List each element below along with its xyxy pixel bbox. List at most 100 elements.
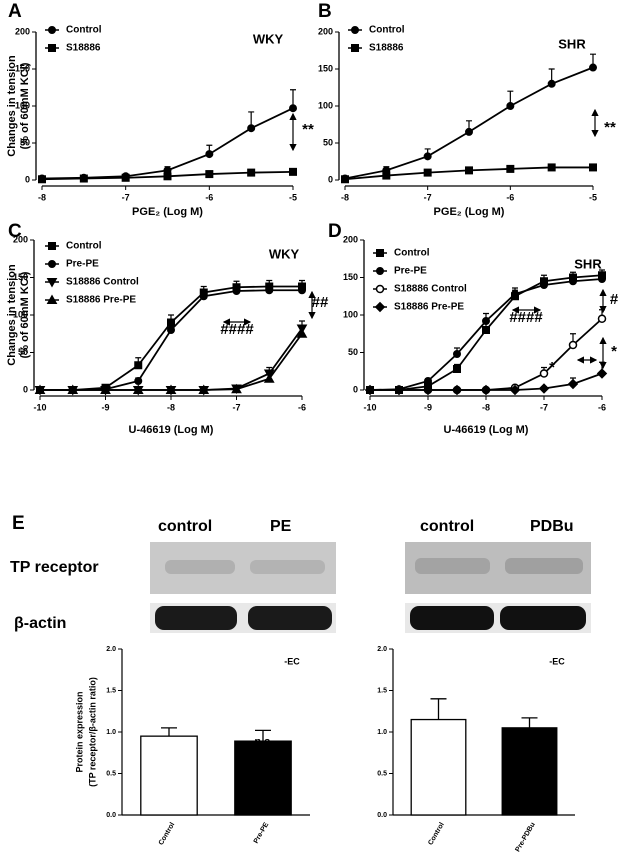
marker xyxy=(423,152,432,161)
x-tick-label: -6 xyxy=(598,402,606,412)
marker xyxy=(506,102,515,110)
blot-band xyxy=(248,606,332,630)
x-axis-label: U-46619 (Log M) xyxy=(444,424,529,436)
x-axis-label: PGE₂ (Log M) xyxy=(434,206,505,218)
y-tick-label: 1.0 xyxy=(377,729,387,736)
panel-label: D xyxy=(328,221,342,242)
marker xyxy=(547,79,556,88)
marker xyxy=(382,171,391,180)
x-tick-label: -8 xyxy=(341,192,349,202)
marker xyxy=(247,168,256,177)
x-tick-label: Pre-PDBu xyxy=(514,821,536,853)
marker xyxy=(134,361,143,370)
legend-marker xyxy=(46,294,58,304)
bar xyxy=(501,727,558,816)
marker xyxy=(289,167,297,176)
row-label: TP receptor xyxy=(10,559,99,576)
marker xyxy=(547,163,556,172)
x-tick-label: -5 xyxy=(589,192,597,202)
marker xyxy=(205,150,214,159)
line xyxy=(40,333,303,391)
y-tick-label: 100 xyxy=(343,309,358,319)
legend-marker xyxy=(46,278,58,288)
legend-marker xyxy=(48,26,56,34)
legend-marker xyxy=(48,44,56,52)
marker xyxy=(453,350,461,358)
marker xyxy=(540,281,548,289)
y-tick-label: 100 xyxy=(15,100,30,110)
error-bar xyxy=(521,717,538,728)
marker xyxy=(511,290,519,298)
legend-label: Control xyxy=(394,248,430,259)
annotation: * xyxy=(549,359,555,376)
marker xyxy=(296,328,308,338)
y-axis-label: (TP receptor/β-actin ratio) xyxy=(87,677,97,787)
marker xyxy=(38,175,46,184)
marker xyxy=(79,174,88,183)
x-tick-label: -7 xyxy=(424,192,432,202)
y-axis-label: Changes in tension xyxy=(6,264,18,366)
x-tick-label: -8 xyxy=(482,402,490,412)
marker xyxy=(341,175,349,184)
y-axis-label: (% of 60mM KCl) xyxy=(19,271,31,358)
annotation: #### xyxy=(220,321,254,338)
y-tick-label: 200 xyxy=(13,234,28,244)
legend-label: S18886 Control xyxy=(66,277,139,288)
marker xyxy=(165,384,177,394)
x-tick-label: -7 xyxy=(122,192,130,202)
marker xyxy=(589,163,597,172)
marker xyxy=(589,63,597,72)
y-tick-label: 100 xyxy=(318,100,333,110)
blot-band xyxy=(165,560,235,574)
marker xyxy=(482,326,490,334)
y-tick-label: 50 xyxy=(20,137,30,147)
y-tick-label: 0.0 xyxy=(106,812,116,819)
y-tick-label: 150 xyxy=(318,63,333,73)
legend-label: Control xyxy=(369,25,405,36)
y-axis-label: (% of 60mM KCl) xyxy=(19,62,31,149)
marker xyxy=(205,170,214,179)
legend-label: Pre-PE xyxy=(394,266,427,277)
annotation: #### xyxy=(509,309,543,326)
x-tick-label: -10 xyxy=(33,402,46,412)
x-tick-label: -6 xyxy=(506,192,514,202)
x-tick-label: -7 xyxy=(540,402,548,412)
blot-band xyxy=(250,560,325,574)
annotation: ## xyxy=(312,294,329,311)
marker xyxy=(451,384,463,396)
marker xyxy=(298,286,306,295)
annotation: -EC xyxy=(549,656,565,666)
blot-band xyxy=(505,558,583,574)
y-tick-label: 50 xyxy=(18,347,28,357)
blot-band xyxy=(410,606,494,630)
marker xyxy=(424,377,432,385)
column-label: control xyxy=(158,518,212,535)
marker xyxy=(67,384,79,394)
marker xyxy=(453,365,461,373)
annotation: # xyxy=(610,291,619,308)
marker xyxy=(393,384,405,396)
annotation: * xyxy=(611,343,617,360)
annotation: WKY xyxy=(253,31,284,46)
y-tick-label: 200 xyxy=(318,26,333,36)
legend-marker xyxy=(375,284,385,294)
marker xyxy=(465,166,473,175)
annotation: WKY xyxy=(269,246,300,261)
marker xyxy=(596,368,608,379)
marker xyxy=(480,384,492,396)
y-tick-label: 200 xyxy=(15,26,30,36)
y-tick-label: 0 xyxy=(23,384,28,394)
marker xyxy=(568,340,578,350)
marker xyxy=(597,314,607,323)
y-tick-label: 200 xyxy=(343,234,358,244)
annotation: ** xyxy=(302,121,314,138)
marker xyxy=(163,172,172,181)
column-label: PDBu xyxy=(530,518,574,535)
marker xyxy=(263,373,275,383)
marker xyxy=(598,275,606,283)
marker xyxy=(134,377,143,385)
y-tick-label: 150 xyxy=(343,272,358,282)
y-tick-label: 0 xyxy=(328,174,333,184)
line xyxy=(369,278,603,391)
